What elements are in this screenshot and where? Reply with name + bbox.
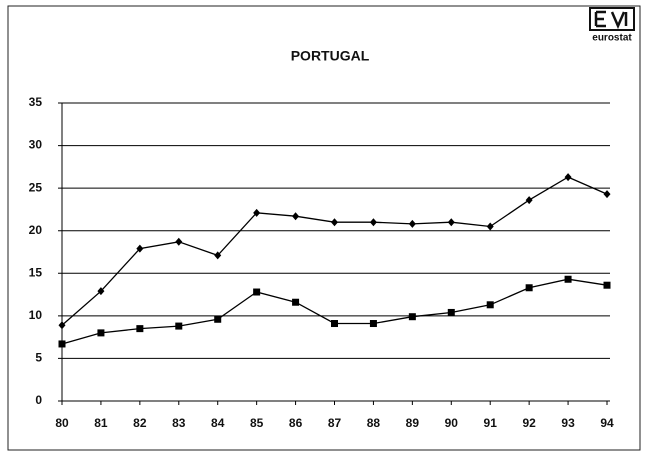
marker: [136, 244, 144, 253]
marker: [136, 325, 144, 333]
marker: [603, 190, 611, 199]
y-tick-label: 0: [35, 393, 42, 407]
marker: [175, 237, 183, 246]
frame: [7, 5, 641, 451]
x-tick-label: 89: [406, 416, 420, 430]
x-tick-label: 91: [484, 416, 498, 430]
y-tick-label: 10: [29, 308, 43, 322]
marker: [525, 196, 533, 205]
series-line: [61, 278, 608, 345]
x-tick-label: 81: [94, 416, 108, 430]
marker: [408, 219, 416, 228]
marker: [214, 251, 222, 260]
marker: [603, 281, 611, 289]
marker: [253, 288, 261, 296]
marker: [58, 321, 66, 330]
logo-box: [589, 7, 635, 31]
marker: [564, 173, 572, 182]
y-tick-label: 20: [29, 223, 43, 237]
marker: [175, 322, 183, 330]
x-tick-label: 84: [211, 416, 225, 430]
y-tick-label: 30: [29, 138, 43, 152]
marker: [525, 284, 533, 292]
x-tick-label: 85: [250, 416, 264, 430]
marker: [331, 218, 338, 227]
x-tick-label: 92: [522, 416, 536, 430]
marker: [292, 212, 300, 221]
y-tick-label: 5: [35, 351, 42, 365]
marker: [408, 313, 416, 321]
x-tick-label: 86: [289, 416, 303, 430]
x-tick-label: 80: [55, 416, 69, 430]
x-tick-label: 83: [172, 416, 186, 430]
y-tick-label: 25: [29, 180, 43, 194]
logo-mark: [594, 10, 628, 30]
marker: [369, 218, 377, 227]
logo-text: eurostat: [592, 33, 632, 44]
chart-title: PORTUGAL: [291, 48, 370, 64]
y-tick-label: 15: [29, 265, 43, 279]
x-tick-label: 93: [561, 416, 575, 430]
x-tick-label: 88: [367, 416, 381, 430]
x-tick-label: 87: [328, 416, 342, 430]
marker: [331, 320, 338, 328]
series-line: [61, 176, 608, 326]
marker: [564, 275, 572, 283]
marker: [58, 340, 66, 348]
marker: [369, 320, 377, 328]
marker: [97, 329, 105, 337]
x-tick-label: 90: [445, 416, 459, 430]
marker: [97, 287, 105, 296]
marker: [447, 308, 455, 316]
marker: [214, 315, 222, 323]
marker: [447, 218, 455, 227]
marker: [486, 301, 494, 309]
x-tick-label: 82: [133, 416, 147, 430]
marker: [253, 208, 261, 217]
y-tick-label: 35: [29, 95, 43, 109]
x-tick-label: 94: [600, 416, 614, 430]
marker: [292, 298, 300, 306]
marker: [486, 222, 494, 231]
